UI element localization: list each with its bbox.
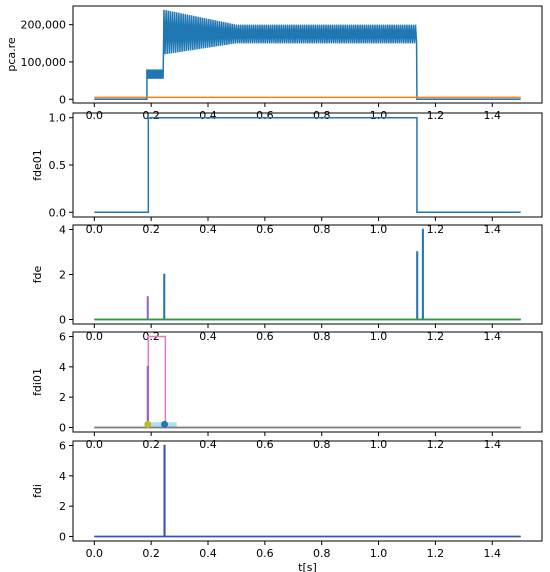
x-tick-label: 1.4	[484, 438, 502, 451]
x-tick-label: 1.4	[484, 223, 502, 236]
y-tick-label: 200,000	[21, 19, 67, 32]
axes-frame	[72, 112, 543, 218]
x-tick-label: 0.6	[256, 330, 274, 343]
y-tick-label: 2	[59, 269, 66, 282]
x-tick-label: 1.2	[427, 438, 445, 451]
y-axis-label: fde01	[31, 149, 44, 181]
y-tick-label: 0	[59, 530, 66, 543]
y-tick-label: 1.0	[49, 112, 67, 125]
x-tick-label: 0.0	[86, 223, 104, 236]
x-tick-label: 0.6	[256, 438, 274, 451]
x-tick-label: 0.8	[313, 330, 331, 343]
x-tick-label: 1.0	[370, 223, 388, 236]
x-tick-label: 0.2	[142, 438, 160, 451]
subplot-4: 0.0 0.2 0.4 0.6 0.8 1.0 1.2 1.4 0 2 4 6 fdi01	[31, 331, 543, 451]
axes-frame	[72, 331, 543, 433]
x-tick-label: 1.4	[484, 109, 502, 122]
x-tick-label: 0.0	[86, 547, 104, 560]
y-tick-label: 2	[59, 500, 66, 513]
marker-point-1	[161, 420, 169, 428]
y-tick-label: 4	[59, 470, 66, 483]
x-tick-label: 0.2	[142, 109, 160, 122]
y-tick-label: 6	[59, 440, 66, 453]
series-line-0	[94, 296, 521, 321]
plot-area	[94, 116, 521, 214]
x-tick-label: 0.2	[142, 223, 160, 236]
x-tick-label: 0.6	[256, 109, 274, 122]
x-tick-label: 0.8	[313, 223, 331, 236]
y-axis-label: fde	[31, 265, 44, 283]
x-tick-label: 1.2	[427, 547, 445, 560]
x-tick-label: 1.2	[427, 223, 445, 236]
series-line-0	[94, 116, 521, 214]
series-line-0	[94, 9, 521, 101]
subplot-5: 0.0 0.2 0.4 0.6 0.8 1.0 1.2 1.4 0 2 4 6 fdi t[s]	[31, 440, 543, 572]
y-tick-label: 4	[59, 361, 66, 374]
x-tick-label: 1.0	[370, 438, 388, 451]
y-axis-label: fdi01	[31, 368, 44, 396]
y-tick-label: 4	[59, 224, 66, 237]
x-tick-label: 0.6	[256, 223, 274, 236]
axes-frame	[72, 5, 543, 104]
subplot-3: 0.0 0.2 0.4 0.6 0.8 1.0 1.2 1.4 0 2 4 fde	[31, 224, 543, 343]
x-tick-label: 0.4	[199, 330, 217, 343]
x-tick-label: 0.8	[313, 109, 331, 122]
x-tick-label: 0.0	[86, 330, 104, 343]
y-tick-label: 0.0	[49, 206, 67, 219]
x-tick-label: 1.4	[484, 330, 502, 343]
x-tick-label: 0.4	[199, 223, 217, 236]
plot-area	[94, 335, 521, 429]
x-tick-label: 1.0	[370, 330, 388, 343]
axes-frame	[72, 224, 543, 325]
y-axis-label: pca.re	[5, 37, 18, 72]
y-tick-label: 0	[59, 421, 66, 434]
y-tick-label: 0	[59, 314, 66, 327]
x-tick-label: 0.4	[199, 547, 217, 560]
x-tick-label: 0.8	[313, 547, 331, 560]
plot-area	[94, 228, 521, 321]
series-line-1	[94, 366, 521, 429]
x-tick-label: 1.2	[427, 330, 445, 343]
axes-frame	[72, 440, 543, 542]
x-tick-label: 0.4	[199, 109, 217, 122]
x-tick-label: 1.0	[370, 109, 388, 122]
y-tick-label: 6	[59, 331, 66, 344]
subplot-2: 0.0 0.2 0.4 0.6 0.8 1.0 1.2 1.4 0.0 0.5 1.0 fde01	[31, 112, 543, 236]
x-tick-label: 0.0	[86, 438, 104, 451]
y-tick-label: 100,000	[21, 56, 67, 69]
series-line-1	[94, 444, 521, 538]
y-tick-label: 0	[59, 93, 66, 106]
x-tick-label: 1.2	[427, 109, 445, 122]
plot-area	[94, 9, 521, 101]
series-line-1	[94, 228, 521, 321]
x-tick-label: 0.2	[142, 547, 160, 560]
x-tick-label: 1.0	[370, 547, 388, 560]
plot-area	[94, 444, 521, 538]
x-tick-label: 0.4	[199, 438, 217, 451]
x-tick-label: 0.8	[313, 438, 331, 451]
subplot-1: 0.0 0.2 0.4 0.6 0.8 1.0 1.2 1.4 0 100,000 200,000p…	[5, 5, 543, 122]
y-axis-label: fdi	[31, 484, 44, 498]
marker-point-0	[144, 420, 152, 428]
x-axis-label: t[s]	[298, 561, 317, 572]
y-tick-label: 2	[59, 391, 66, 404]
series-line-0	[94, 335, 521, 429]
x-tick-label: 0.0	[86, 109, 104, 122]
x-tick-label: 0.6	[256, 547, 274, 560]
x-tick-label: 1.4	[484, 547, 502, 560]
y-tick-label: 0.5	[49, 159, 67, 172]
